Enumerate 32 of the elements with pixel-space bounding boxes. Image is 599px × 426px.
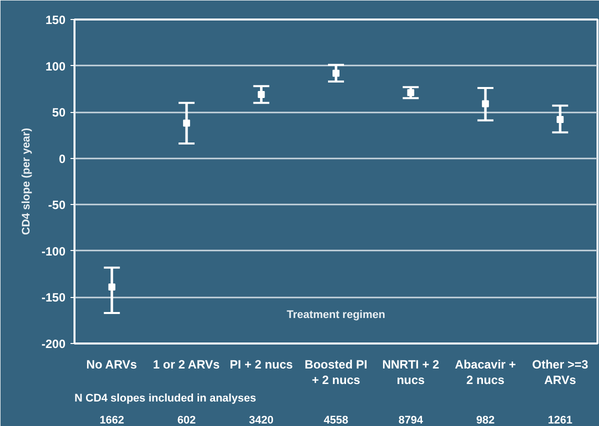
x-tick-label: Other >=3 ARVs xyxy=(532,358,588,387)
y-tick-label: -50 xyxy=(48,198,66,212)
point xyxy=(556,116,564,123)
text: 602 xyxy=(177,414,196,426)
point xyxy=(332,70,340,77)
text: 8794 xyxy=(398,414,424,426)
point xyxy=(108,284,116,291)
x-tick-label: NNRTI + 2 nucs xyxy=(382,358,440,387)
x-tick-label: 1 or 2 ARVs xyxy=(153,358,220,372)
text: N CD4 slopes included in analyses xyxy=(74,392,256,404)
y-tick-label: 150 xyxy=(45,13,66,27)
y-axis-title: CD4 slope (per year) xyxy=(20,128,32,235)
text: 1261 xyxy=(548,414,572,426)
x-tick-label: PI + 2 nucs xyxy=(230,358,294,372)
y-tick-label: 100 xyxy=(45,59,66,74)
text: 4558 xyxy=(324,414,348,426)
x-tick-label: Abacavir + 2 nucs xyxy=(454,358,516,387)
point xyxy=(258,90,265,98)
y-tick-label: 50 xyxy=(52,106,66,120)
y-tick-label: -200 xyxy=(41,337,66,351)
y-tick-label: 0 xyxy=(58,152,66,166)
y-tick-label: -100 xyxy=(41,244,66,258)
point xyxy=(183,120,190,127)
x-axis-title: Treatment regimen xyxy=(286,308,386,321)
point xyxy=(482,100,489,108)
text: 1662 xyxy=(100,414,124,426)
x-tick-label: No ARVs xyxy=(86,358,138,372)
y-tick-label: -150 xyxy=(41,290,66,305)
text: 982 xyxy=(476,414,495,426)
x-tick-label: Boosted PI + 2 nucs xyxy=(304,358,368,387)
point xyxy=(407,89,414,96)
text: 3420 xyxy=(249,414,274,426)
